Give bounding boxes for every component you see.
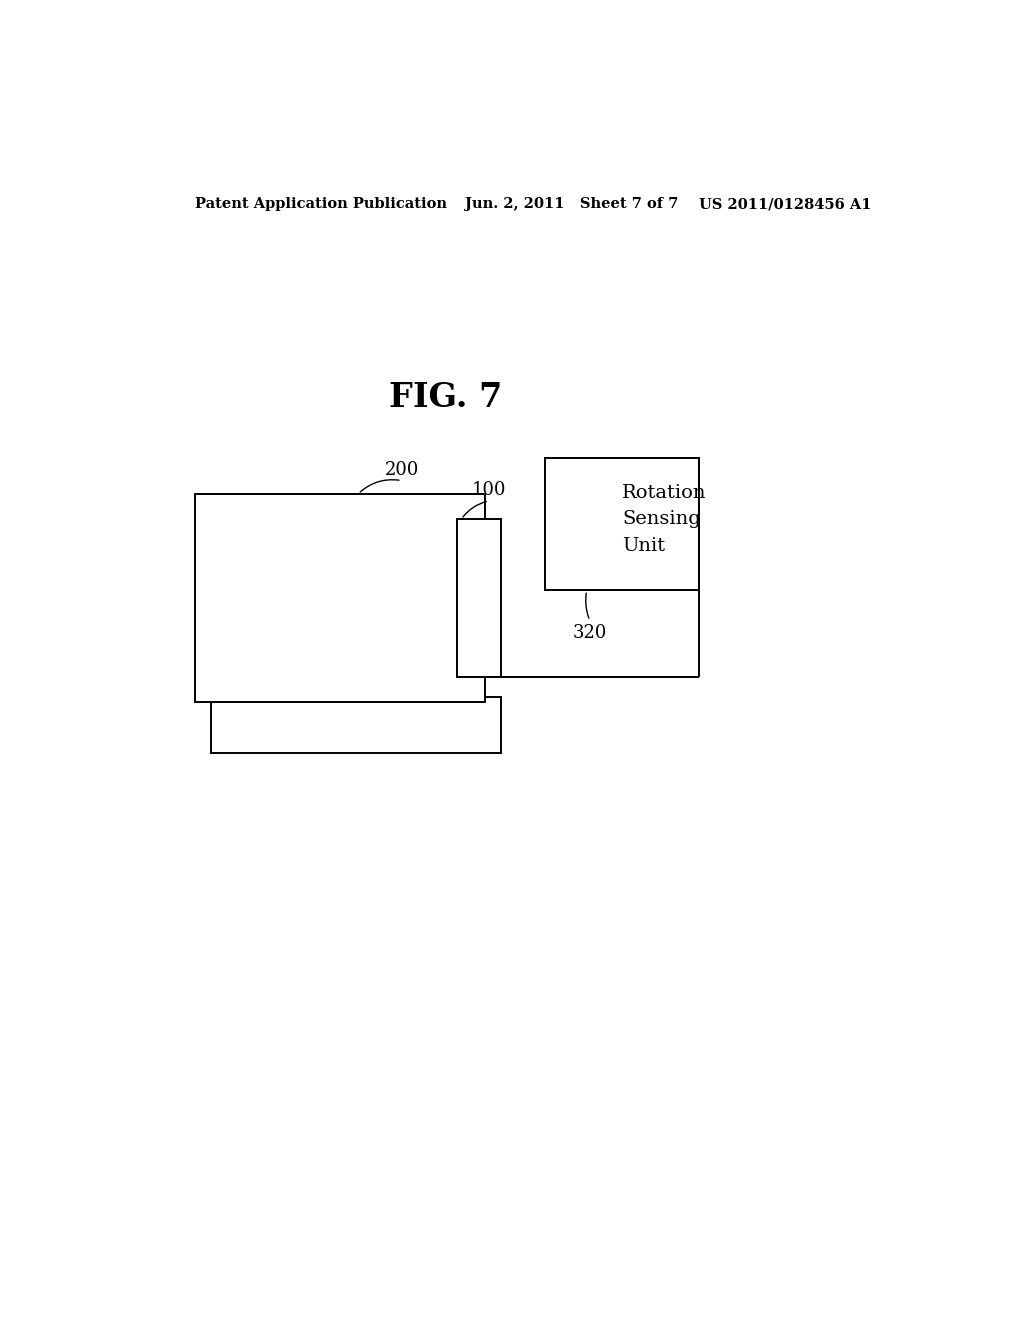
Bar xyxy=(211,697,501,752)
Text: 320: 320 xyxy=(572,624,607,642)
Bar xyxy=(545,458,699,590)
Text: Jun. 2, 2011   Sheet 7 of 7: Jun. 2, 2011 Sheet 7 of 7 xyxy=(465,197,679,211)
Bar xyxy=(458,519,501,677)
Text: Patent Application Publication: Patent Application Publication xyxy=(196,197,447,211)
Text: FIG. 7: FIG. 7 xyxy=(389,380,502,413)
Bar xyxy=(196,494,485,702)
Text: 200: 200 xyxy=(385,461,419,479)
Text: 100: 100 xyxy=(472,480,506,499)
Text: US 2011/0128456 A1: US 2011/0128456 A1 xyxy=(699,197,871,211)
Text: Rotation
Sensing
Unit: Rotation Sensing Unit xyxy=(622,484,707,554)
